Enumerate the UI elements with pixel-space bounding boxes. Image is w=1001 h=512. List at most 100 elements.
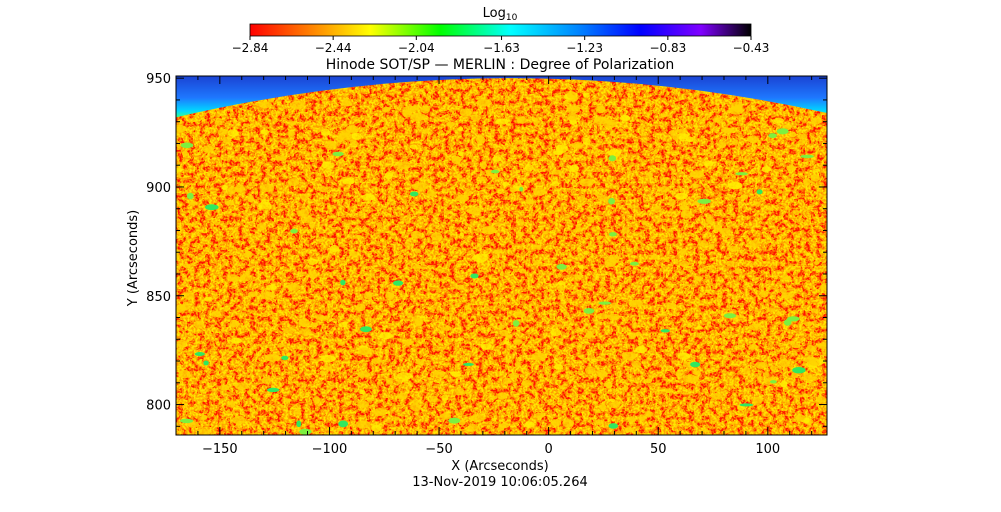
yellow-patch xyxy=(458,420,466,426)
yellow-patch xyxy=(553,358,559,361)
yellow-patch xyxy=(502,181,509,187)
green-patch xyxy=(462,362,474,366)
yellow-patch xyxy=(397,254,404,260)
yellow-patch xyxy=(176,167,183,173)
yellow-patch xyxy=(546,414,551,417)
yellow-patch xyxy=(228,401,236,408)
yellow-patch xyxy=(676,132,688,140)
yellow-patch xyxy=(564,374,570,378)
x-tick-label: −50 xyxy=(425,442,452,457)
yellow-patch xyxy=(495,118,509,125)
yellow-patch xyxy=(581,401,585,405)
yellow-patch xyxy=(227,274,240,282)
yellow-patch xyxy=(814,260,819,266)
yellow-patch xyxy=(386,377,394,385)
green-patch xyxy=(296,420,302,428)
yellow-patch xyxy=(405,220,410,225)
yellow-patch xyxy=(459,108,472,117)
yellow-patch xyxy=(415,359,425,365)
yellow-patch xyxy=(748,323,762,331)
yellow-patch xyxy=(532,244,542,250)
green-patch xyxy=(290,228,298,234)
yellow-patch xyxy=(752,397,763,404)
yellow-patch xyxy=(390,300,396,304)
yellow-patch xyxy=(817,124,823,128)
timestamp: 13-Nov-2019 10:06:05.264 xyxy=(412,475,588,490)
yellow-patch xyxy=(531,352,546,361)
yellow-patch xyxy=(264,353,280,362)
yellow-patch xyxy=(551,419,562,427)
yellow-patch xyxy=(178,369,191,379)
yellow-patch xyxy=(679,261,690,267)
yellow-patch xyxy=(578,194,586,201)
yellow-patch xyxy=(635,331,642,336)
yellow-patch xyxy=(243,123,250,128)
yellow-patch xyxy=(644,204,650,208)
yellow-patch xyxy=(787,340,796,345)
yellow-patch xyxy=(727,181,743,190)
yellow-patch xyxy=(455,284,464,291)
yellow-patch xyxy=(455,388,465,396)
yellow-patch xyxy=(712,117,721,123)
x-tick-label: 0 xyxy=(544,442,552,457)
polarization-patches xyxy=(176,91,827,435)
yellow-patch xyxy=(525,164,534,172)
yellow-patch xyxy=(675,371,682,377)
yellow-patch xyxy=(740,315,745,318)
yellow-patch xyxy=(802,393,808,398)
yellow-patch xyxy=(391,194,396,198)
yellow-patch xyxy=(806,345,815,352)
yellow-patch xyxy=(394,416,400,421)
yellow-patch xyxy=(245,270,251,276)
yellow-patch xyxy=(711,389,717,393)
yellow-patch xyxy=(574,274,582,279)
colorbar-tick-label: −2.04 xyxy=(398,41,435,55)
yellow-patch xyxy=(533,261,541,266)
yellow-patch xyxy=(467,207,482,215)
yellow-patch xyxy=(476,98,491,107)
yellow-patch xyxy=(694,275,703,281)
green-patch xyxy=(723,313,737,319)
yellow-patch xyxy=(414,317,424,327)
yellow-patch xyxy=(182,151,189,157)
yellow-patch xyxy=(607,313,620,321)
yellow-patch xyxy=(375,156,379,160)
yellow-patch xyxy=(423,129,430,134)
yellow-patch xyxy=(791,343,801,349)
yellow-patch xyxy=(610,133,617,137)
yellow-patch xyxy=(664,258,670,263)
yellow-patch xyxy=(748,315,754,320)
yellow-patch xyxy=(298,209,310,218)
yellow-patch xyxy=(321,161,335,169)
yellow-patch xyxy=(176,270,180,273)
yellow-patch xyxy=(796,405,802,409)
yellow-patch xyxy=(505,358,511,363)
yellow-patch xyxy=(213,221,220,226)
yellow-patch xyxy=(426,189,435,197)
yellow-patch xyxy=(786,165,796,171)
yellow-patch xyxy=(755,121,761,125)
yellow-patch xyxy=(218,384,230,391)
yellow-patch xyxy=(624,427,635,433)
yellow-patch xyxy=(309,424,316,428)
yellow-patch xyxy=(517,232,525,237)
colorbar-tick-label: −0.83 xyxy=(649,41,686,55)
y-axis-ticks: 800 850 900 950 xyxy=(146,72,827,427)
yellow-patch xyxy=(644,411,654,417)
yellow-patch xyxy=(559,385,564,390)
yellow-patch xyxy=(686,136,694,143)
yellow-patch xyxy=(546,329,551,332)
green-patch xyxy=(512,320,520,327)
yellow-patch xyxy=(668,130,676,135)
yellow-patch xyxy=(287,178,299,187)
yellow-patch xyxy=(628,299,643,308)
yellow-patch xyxy=(301,383,308,388)
yellow-patch xyxy=(482,226,497,235)
yellow-patch xyxy=(412,182,429,191)
yellow-patch xyxy=(597,369,607,378)
yellow-patch xyxy=(711,393,723,400)
yellow-patch xyxy=(781,292,795,299)
yellow-patch xyxy=(387,198,391,202)
yellow-patch xyxy=(357,400,370,408)
